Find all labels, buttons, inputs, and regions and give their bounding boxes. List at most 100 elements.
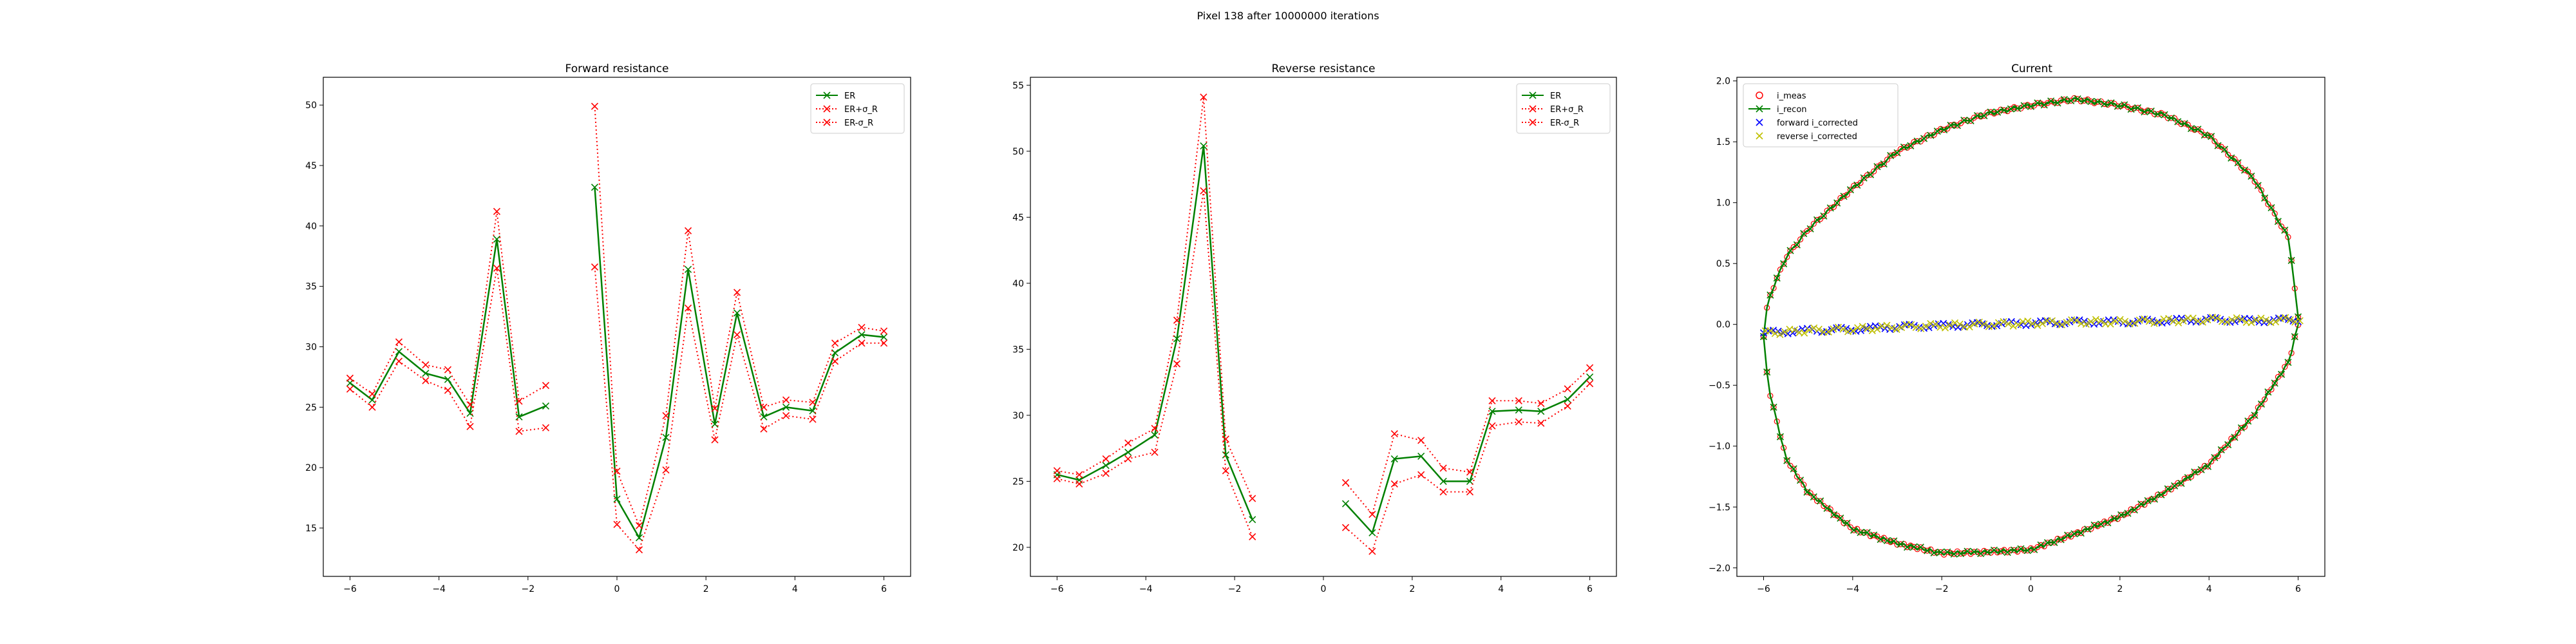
- reverse-i-corrected-point: [2000, 317, 2007, 326]
- reverse-i-corrected-point: [2233, 314, 2240, 322]
- i-recon-point: [2110, 515, 2118, 522]
- data-point: [591, 102, 599, 110]
- y-tick-label: 40: [305, 222, 317, 232]
- reverse-i-corrected-point: [2116, 316, 2124, 323]
- i-recon-point: [2077, 529, 2085, 537]
- data-point: [1466, 468, 1474, 476]
- forward-i-corrected-point: [1862, 325, 1870, 332]
- i-recon-point: [1964, 547, 1971, 555]
- i-recon-point: [2174, 118, 2182, 126]
- i-meas-point: [1810, 220, 1817, 227]
- i-recon-point: [2144, 497, 2152, 505]
- i-recon-point: [1866, 171, 1875, 178]
- i-recon-point: [1770, 403, 1777, 411]
- i-recon-point: [1817, 497, 1824, 505]
- reverse-i-corrected-point: [2170, 317, 2177, 325]
- legend-label: forward i_corrected: [1777, 118, 1858, 128]
- reverse-i-corrected-point: [2014, 321, 2022, 328]
- i-meas-point: [1897, 146, 1904, 153]
- data-point: [1417, 437, 1425, 444]
- i-meas-point: [2121, 102, 2128, 108]
- reverse-i-corrected-point: [2121, 317, 2129, 325]
- legend-frame: [1743, 83, 1899, 147]
- i-recon-point: [1907, 142, 1915, 149]
- data-point: [1368, 511, 1376, 518]
- reverse-i-corrected-point: [2286, 316, 2294, 324]
- reverse-i-corrected-point: [2257, 314, 2265, 322]
- i-meas-point: [2198, 128, 2204, 135]
- data-point: [368, 390, 376, 398]
- i-recon-point: [1846, 186, 1854, 194]
- i-recon-point: [1883, 536, 1891, 545]
- i-recon-point: [1873, 163, 1881, 171]
- i-recon-point: [2124, 509, 2132, 517]
- i-meas-point: [1917, 544, 1924, 551]
- i-meas-point: [2134, 504, 2141, 510]
- x-tick-label: 2: [703, 584, 709, 594]
- i-meas-point: [1834, 200, 1841, 206]
- forward-i-corrected-point: [2251, 316, 2259, 324]
- reverse-i-corrected-point: [2097, 317, 2105, 325]
- i-meas-point: [2218, 446, 2224, 453]
- data-point: [515, 413, 523, 421]
- i-recon-point: [1790, 465, 1797, 473]
- legend-label: ER-σ_R: [844, 118, 873, 128]
- data-point: [733, 309, 741, 317]
- reverse-i-corrected-point: [2271, 318, 2280, 326]
- x-tick-label: 4: [2206, 584, 2212, 594]
- i-recon-point: [2060, 95, 2068, 104]
- data-point: [1417, 471, 1425, 478]
- reverse-i-corrected-point: [1931, 321, 1939, 328]
- data-point: [1515, 418, 1522, 426]
- data-point: [1200, 187, 1208, 194]
- i-recon-point: [1870, 531, 1878, 539]
- reverse-i-corrected-point: [2004, 320, 2012, 328]
- i-recon-point: [2191, 468, 2199, 476]
- data-point: [591, 263, 599, 271]
- reverse-i-corrected-point: [1766, 327, 1774, 335]
- i-recon-point: [1994, 108, 2002, 116]
- y-tick-label: −1.5: [1709, 502, 1730, 513]
- data-point: [1390, 455, 1398, 463]
- reverse-i-corrected-point: [1956, 320, 1964, 328]
- y-tick-label: −1.0: [1709, 442, 1730, 452]
- i-recon-point: [1796, 477, 1804, 484]
- i-meas-point: [1884, 156, 1891, 163]
- i-recon-point: [1917, 544, 1924, 551]
- i-recon-point: [2164, 485, 2172, 493]
- i-meas-point: [1978, 551, 1984, 557]
- reverse-i-corrected-point: [1975, 318, 1983, 326]
- series-line: [349, 268, 546, 432]
- data-point: [809, 415, 817, 423]
- i-recon-point: [1773, 274, 1781, 282]
- i-meas-point: [2231, 434, 2238, 440]
- i-recon-point: [1950, 550, 1958, 558]
- i-recon-point: [2204, 462, 2212, 470]
- i-recon-point: [2287, 256, 2295, 264]
- i-recon-point: [2054, 99, 2061, 107]
- i-meas-point: [1850, 527, 1857, 533]
- i-meas-point: [1797, 477, 1804, 484]
- i-recon-point: [1990, 546, 1998, 554]
- i-recon-point: [1853, 181, 1861, 189]
- i-meas-point: [1908, 142, 1914, 149]
- x-tick-label: −6: [1050, 584, 1064, 594]
- data-point: [1439, 488, 1447, 496]
- legend-marker: [1756, 105, 1763, 113]
- plot-area: [1736, 77, 2325, 577]
- i-recon-point: [2150, 495, 2159, 503]
- data-point: [466, 401, 474, 409]
- data-point: [880, 339, 888, 347]
- i-meas-point: [1847, 524, 1853, 531]
- reverse-i-corrected-point: [2252, 316, 2260, 324]
- data-point: [515, 428, 523, 435]
- i-meas-point: [2255, 404, 2261, 411]
- data-point: [684, 227, 692, 234]
- i-recon-point: [2184, 474, 2192, 482]
- i-meas-point: [2268, 204, 2275, 211]
- reverse-i-corrected-point: [1815, 325, 1823, 333]
- data-point: [1390, 430, 1398, 438]
- i-meas-point: [2275, 218, 2281, 225]
- reverse-i-corrected-point: [2087, 317, 2095, 325]
- i-meas-point: [2071, 531, 2078, 537]
